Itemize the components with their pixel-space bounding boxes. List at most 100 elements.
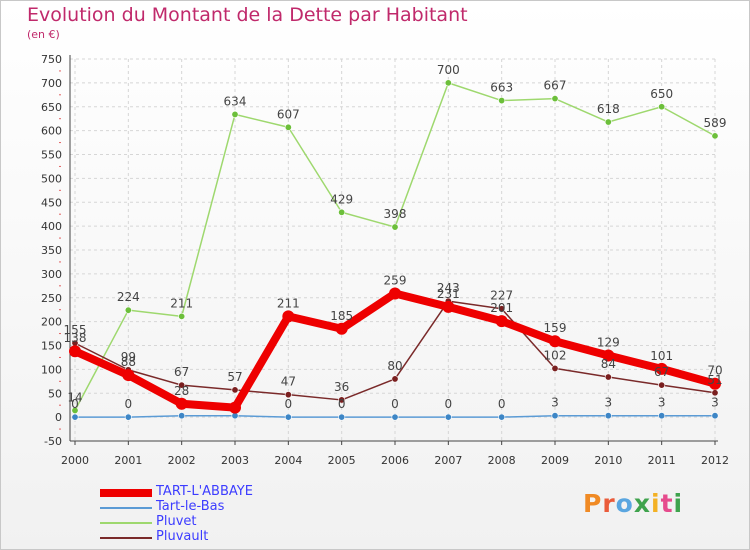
data-point-pluvet [498, 97, 506, 105]
x-tick-label: 2008 [488, 454, 516, 467]
data-point-pluvet [604, 118, 612, 126]
data-label-tart-le-bas: 3 [605, 396, 613, 410]
data-label-tart-le-bas: 0 [338, 397, 346, 411]
data-point-tart-l-abbaye [549, 335, 561, 348]
data-label-pluvet: 589 [704, 116, 727, 130]
data-point-pluvault [604, 373, 612, 381]
data-label-tart-l-abbaye: 259 [384, 273, 407, 287]
data-point-pluvet [71, 406, 79, 414]
data-label-pluvet: 429 [330, 192, 353, 206]
data-point-tart-le-bas [551, 412, 559, 420]
data-point-pluvault [391, 375, 399, 383]
y-tick-label: 450 [41, 196, 62, 209]
data-point-pluvet [284, 123, 292, 131]
data-point-tart-l-abbaye [175, 397, 188, 410]
data-point-pluvault [498, 305, 506, 313]
logo-letter: x [633, 489, 651, 518]
y-tick-label: 300 [41, 268, 62, 281]
data-point-tart-le-bas [124, 413, 132, 421]
data-point-pluvet [551, 95, 559, 103]
data-point-tart-l-abbaye [442, 300, 455, 313]
data-label-tart-l-abbaye: 211 [277, 296, 300, 310]
data-label-pluvault: 67 [654, 365, 669, 379]
legend-swatch-tart-le-bas [100, 507, 152, 509]
data-label-pluvault: 102 [544, 348, 567, 362]
legend-swatch-pluvet [100, 522, 152, 524]
data-point-tart-l-abbaye [229, 401, 241, 414]
data-label-pluvault: 51 [707, 373, 722, 387]
data-label-pluvet: 634 [224, 94, 247, 108]
chart-title: Evolution du Montant de la Dette par Hab… [27, 4, 468, 26]
data-point-tart-l-abbaye [282, 310, 295, 323]
legend-swatch-tart-l-abbaye [100, 489, 152, 497]
x-tick-label: 2011 [648, 454, 676, 467]
data-point-tart-le-bas [284, 413, 292, 421]
data-label-tart-le-bas: 3 [551, 396, 559, 410]
data-label-pluvault: 155 [64, 323, 87, 337]
x-tick-label: 2010 [594, 454, 622, 467]
legend-label-tart-l-abbaye: TART-L'ABBAYE [156, 484, 253, 499]
data-label-pluvault: 67 [174, 365, 189, 379]
data-label-pluvet: 211 [170, 296, 193, 310]
data-label-pluvet: 700 [437, 63, 460, 77]
data-point-pluvet [711, 132, 719, 140]
data-label-pluvault: 57 [227, 370, 242, 384]
data-label-tart-le-bas: 3 [658, 396, 666, 410]
data-label-pluvault: 47 [281, 375, 296, 389]
data-point-pluvet [231, 110, 239, 118]
data-label-pluvet: 650 [650, 87, 673, 101]
x-tick-label: 2005 [328, 454, 356, 467]
data-label-pluvet: 398 [384, 207, 407, 221]
data-label-pluvet: 618 [597, 102, 620, 116]
data-point-pluvault [658, 381, 666, 389]
legend-label-pluvault: Pluvault [156, 529, 209, 544]
data-label-tart-le-bas: 0 [498, 397, 506, 411]
data-point-tart-le-bas [338, 413, 346, 421]
data-point-tart-le-bas [178, 412, 186, 420]
chart-subtitle: (en €) [27, 28, 60, 41]
data-point-pluvault [284, 391, 292, 399]
x-tick-label: 2002 [168, 454, 196, 467]
logo-letter: t [660, 489, 674, 518]
logo-letter: r [602, 489, 616, 518]
data-point-pluvault [551, 364, 559, 372]
data-label-tart-l-abbaye: 88 [121, 355, 136, 369]
x-tick-label: 2012 [701, 454, 729, 467]
data-label-pluvault: 227 [490, 289, 513, 303]
data-point-tart-l-abbaye [69, 345, 81, 358]
x-tick-label: 2007 [434, 454, 462, 467]
data-label-pluvet: 607 [277, 107, 300, 121]
data-point-tart-le-bas [71, 413, 79, 421]
y-tick-label: 50 [48, 387, 62, 400]
y-tick-label: 600 [41, 125, 62, 138]
x-tick-label: 2006 [381, 454, 409, 467]
data-point-tart-l-abbaye [122, 369, 135, 382]
y-tick-label: 350 [41, 244, 62, 257]
data-point-tart-le-bas [658, 412, 666, 420]
data-point-pluvet [658, 103, 666, 111]
y-tick-label: 200 [41, 316, 62, 329]
data-label-tart-le-bas: 0 [285, 397, 293, 411]
y-tick-label: 650 [41, 101, 62, 114]
legend-label-tart-le-bas: Tart-le-Bas [156, 499, 225, 514]
data-label-tart-le-bas: 0 [445, 397, 453, 411]
data-point-tart-l-abbaye [655, 362, 668, 375]
data-point-pluvault [231, 386, 239, 394]
y-tick-label: 400 [41, 220, 62, 233]
data-label-tart-l-abbaye: 28 [174, 384, 189, 398]
x-tick-label: 2003 [221, 454, 249, 467]
legend-swatch-pluvault [100, 537, 152, 539]
data-label-pluvet: 14 [67, 390, 82, 404]
data-point-pluvet [124, 306, 132, 314]
data-point-tart-l-abbaye [602, 349, 615, 362]
data-label-tart-l-abbaye: 201 [490, 301, 513, 315]
data-label-tart-l-abbaye: 159 [544, 321, 567, 335]
data-label-tart-l-abbaye: 70 [707, 364, 722, 378]
data-point-pluvet [338, 208, 346, 216]
y-tick-label: 100 [41, 363, 62, 376]
data-point-pluvault [178, 381, 186, 389]
data-label-tart-le-bas: 0 [125, 397, 133, 411]
data-label-tart-l-abbaye: 185 [330, 309, 353, 323]
